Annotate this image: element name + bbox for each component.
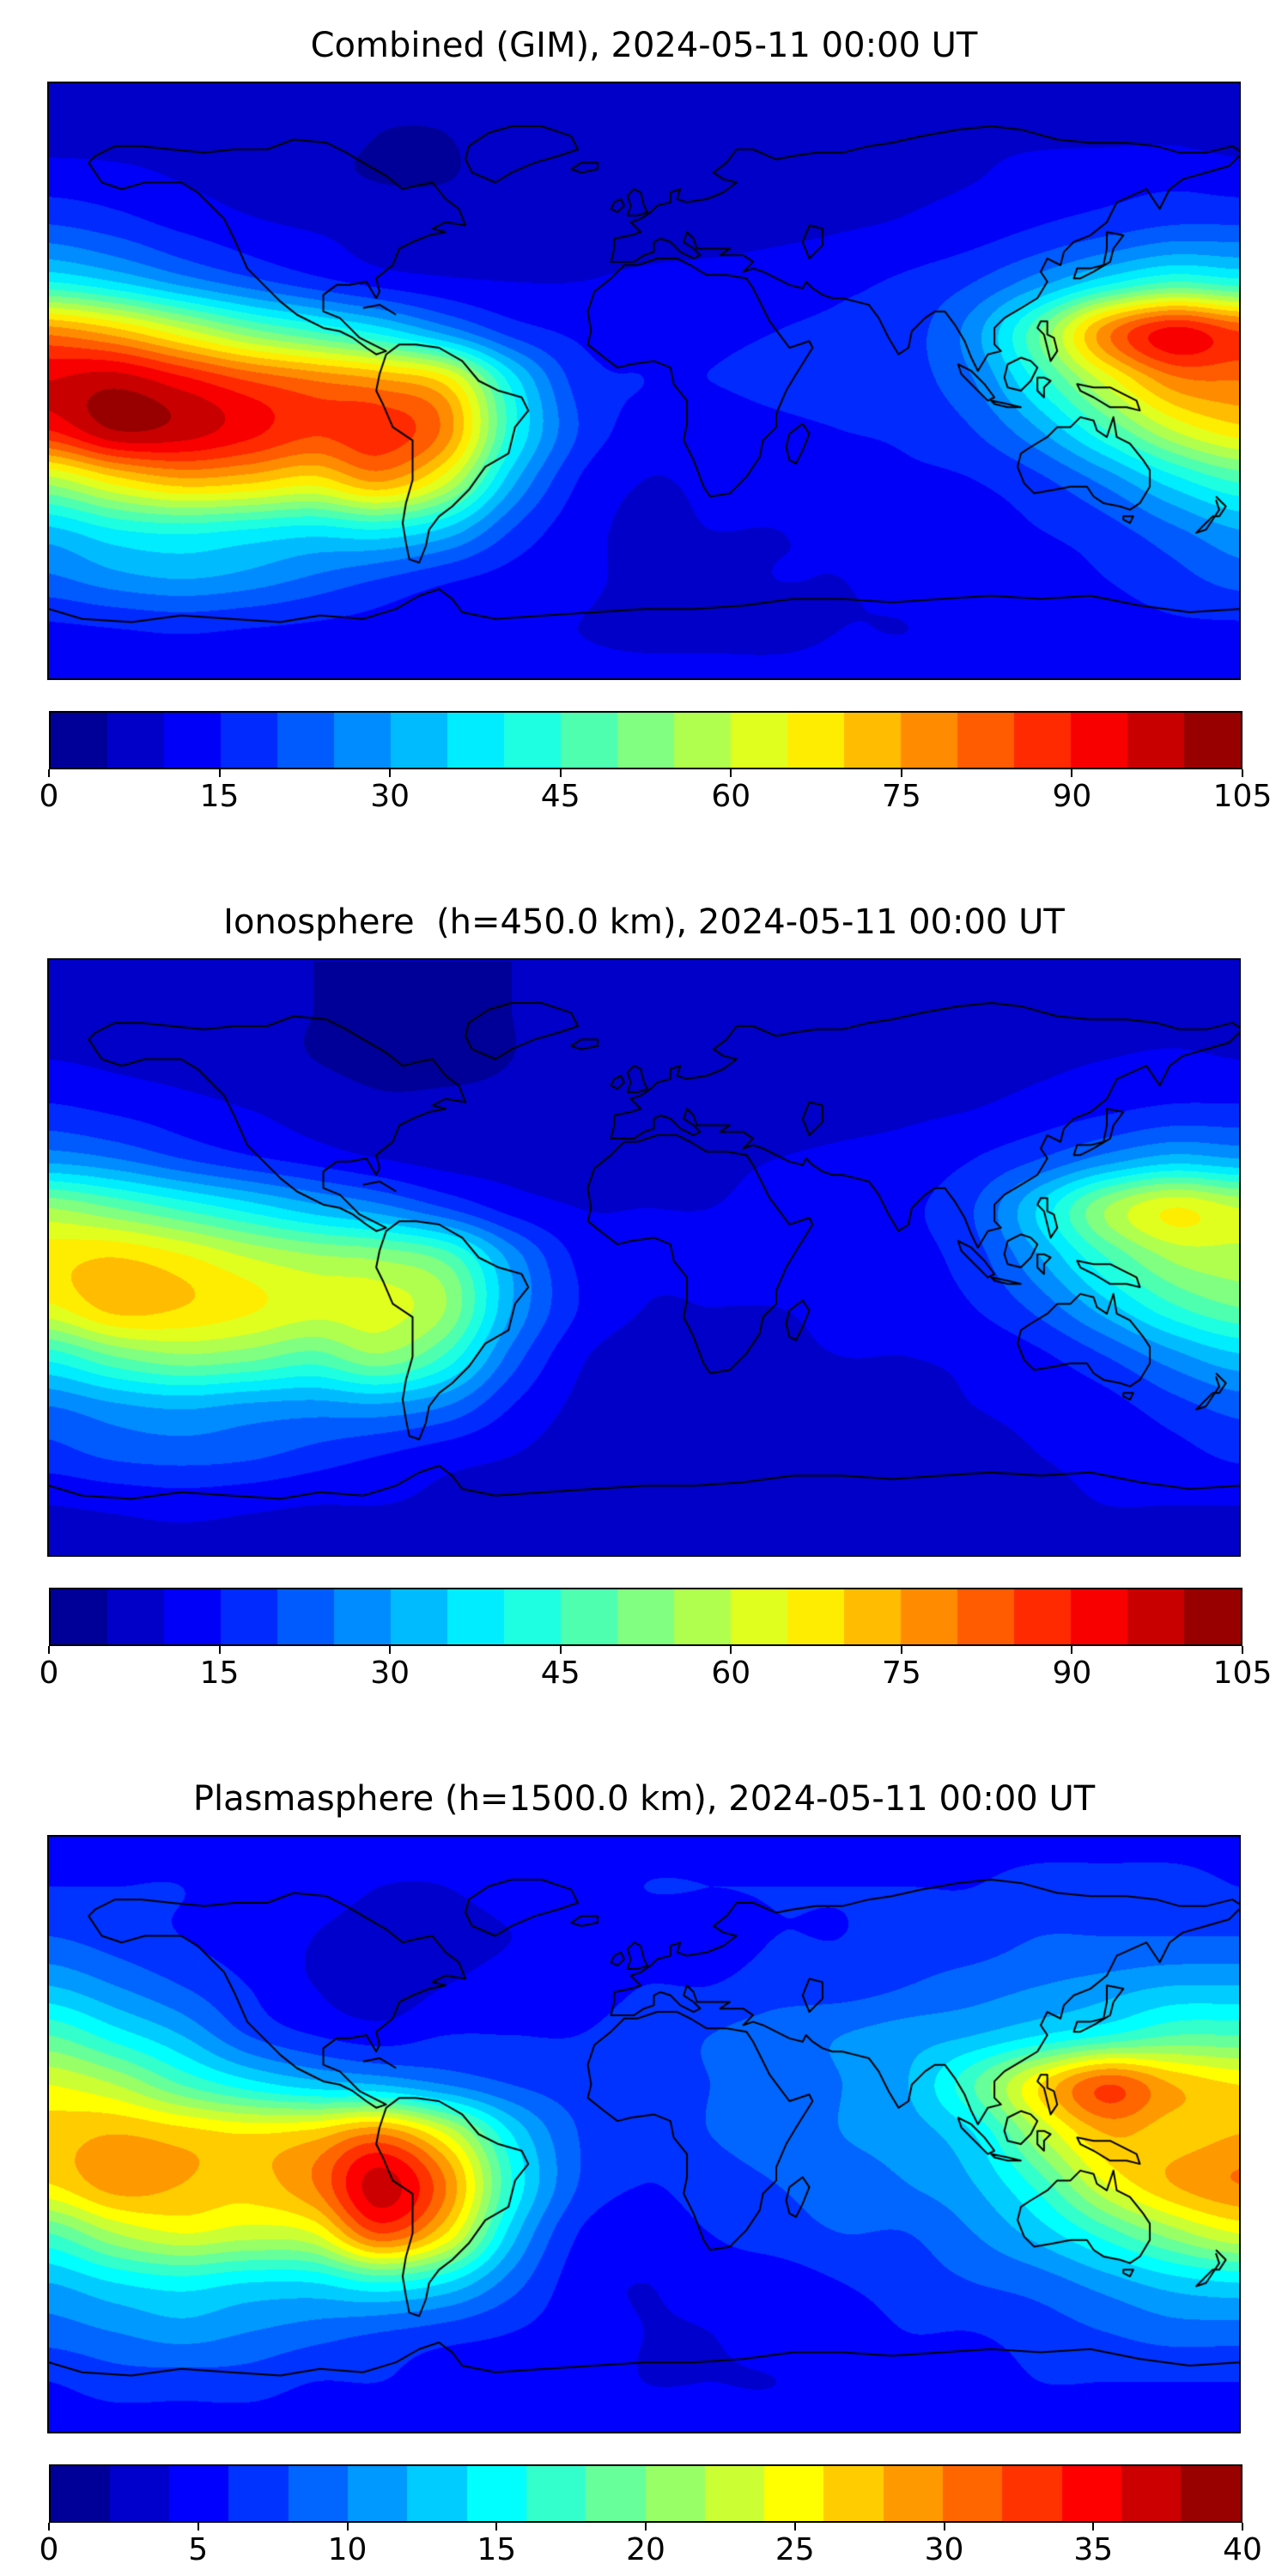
colorbar-tick-mark: [730, 769, 732, 777]
colorbar-tick-label: 30: [370, 1656, 410, 1691]
colorbar-gradient-plasmasphere: [49, 2464, 1242, 2523]
world-tec-map-plasmasphere: [47, 1835, 1241, 2433]
world-tec-map-ionosphere: [47, 958, 1241, 1557]
chart-title-combined: Combined (GIM), 2024-05-11 00:00 UT: [310, 26, 978, 65]
colorbar-tick-label: 105: [1212, 779, 1273, 814]
colorbar-tick-label: 30: [924, 2532, 964, 2567]
colorbar-tick-label: 90: [1052, 779, 1092, 814]
colorbar-tick-mark: [218, 1646, 221, 1654]
colorbar-tick-mark: [495, 2523, 498, 2530]
colorbar-ticks-plasmasphere: 0 5 10 15 20 25 30 35 40: [39, 2523, 1262, 2571]
colorbar-plasmasphere: 0 5 10 15 20 25 30 35 40: [39, 2464, 1262, 2571]
colorbar-tick-mark: [48, 2523, 50, 2530]
colorbar-tick-mark: [1071, 1646, 1073, 1654]
colorbar-tick-mark: [346, 2523, 349, 2530]
colorbar-tick-label: 0: [39, 1656, 59, 1691]
colorbar-tick-label: 45: [540, 1656, 580, 1691]
colorbar-tick-label: 15: [199, 779, 240, 814]
colorbar-tick-mark: [559, 1646, 562, 1654]
colorbar-tick-mark: [730, 1646, 732, 1654]
colorbar-tick-mark: [943, 2523, 945, 2530]
colorbar-tick-mark: [1242, 769, 1243, 777]
colorbar-tick-label: 0: [39, 2532, 59, 2567]
colorbar-tick-label: 75: [881, 779, 921, 814]
colorbar-tick-label: 60: [711, 1656, 751, 1691]
colorbar-tick-mark: [1242, 1646, 1243, 1654]
colorbar-tick-mark: [1092, 2523, 1095, 2530]
panel-plasmasphere: Plasmasphere (h=1500.0 km), 2024-05-11 0…: [0, 1779, 1288, 2571]
colorbar-tick-label: 20: [626, 2532, 665, 2567]
colorbar-tick-label: 25: [775, 2532, 815, 2567]
colorbar-tick-mark: [645, 2523, 647, 2530]
panel-ionosphere: Ionosphere (h=450.0 km), 2024-05-11 00:0…: [0, 902, 1288, 1694]
colorbar-tick-mark: [559, 769, 562, 777]
colorbar-tick-label: 75: [881, 1656, 921, 1691]
colorbar-tick-mark: [793, 2523, 796, 2530]
colorbar-tick-label: 105: [1212, 1656, 1273, 1691]
colorbar-tick-mark: [389, 1646, 392, 1654]
colorbar-tick-mark: [1071, 769, 1073, 777]
colorbar-tick-mark: [218, 769, 221, 777]
colorbar-tick-mark: [389, 769, 392, 777]
colorbar-tick-mark: [900, 769, 902, 777]
colorbar-tick-label: 45: [540, 779, 580, 814]
colorbar-tick-label: 60: [711, 779, 751, 814]
colorbar-tick-label: 15: [199, 1656, 240, 1691]
colorbar-tick-label: 40: [1223, 2532, 1262, 2567]
colorbar-tick-label: 30: [370, 779, 410, 814]
chart-title-plasmasphere: Plasmasphere (h=1500.0 km), 2024-05-11 0…: [192, 1779, 1096, 1819]
colorbar-tick-mark: [48, 1646, 50, 1654]
colorbar-tick-mark: [48, 769, 50, 777]
colorbar-tick-label: 10: [327, 2532, 368, 2567]
colorbar-tick-mark: [1242, 2523, 1243, 2530]
panel-combined-gim: Combined (GIM), 2024-05-11 00:00 UT 0 15 3…: [0, 26, 1288, 817]
colorbar-ticks-combined: 0 15 30 45 60 75 90 105: [39, 769, 1272, 817]
colorbar-tick-mark: [197, 2523, 199, 2530]
colorbar-ionosphere: 0 15 30 45 60 75 90 105: [39, 1588, 1272, 1694]
colorbar-tick-mark: [900, 1646, 902, 1654]
colorbar-combined: 0 15 30 45 60 75 90 105: [39, 711, 1272, 817]
world-tec-map-combined: [47, 82, 1241, 680]
colorbar-tick-label: 15: [477, 2532, 517, 2567]
colorbar-tick-label: 5: [188, 2532, 209, 2567]
colorbar-gradient-combined: [49, 711, 1242, 769]
chart-title-ionosphere: Ionosphere (h=450.0 km), 2024-05-11 00:0…: [223, 902, 1065, 942]
colorbar-tick-label: 90: [1052, 1656, 1092, 1691]
colorbar-tick-label: 35: [1073, 2532, 1114, 2567]
colorbar-ticks-ionosphere: 0 15 30 45 60 75 90 105: [39, 1646, 1272, 1694]
colorbar-tick-label: 0: [39, 779, 59, 814]
colorbar-gradient-ionosphere: [49, 1588, 1242, 1646]
